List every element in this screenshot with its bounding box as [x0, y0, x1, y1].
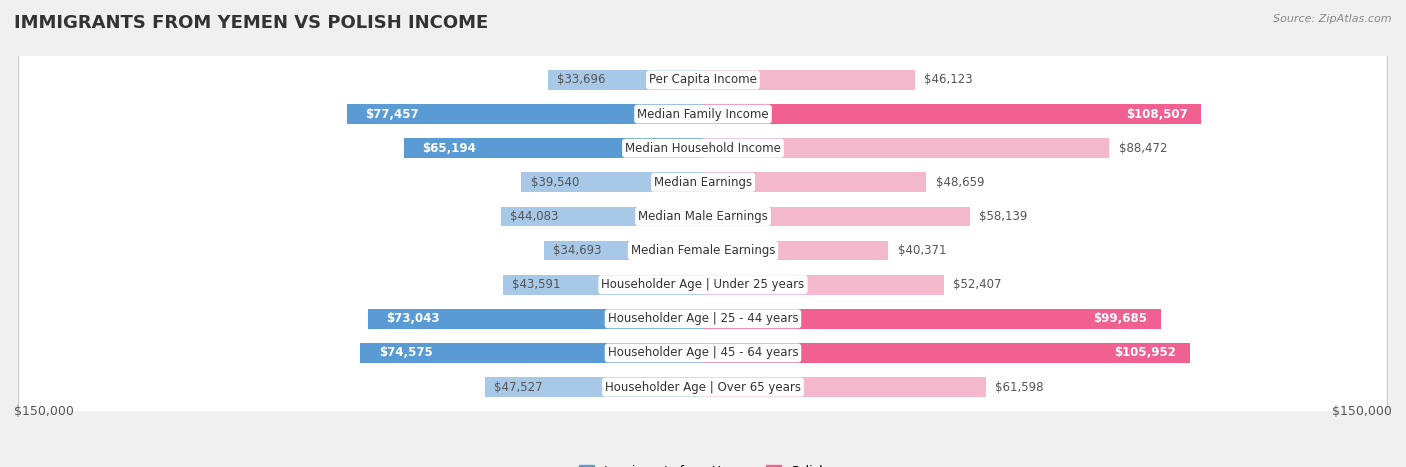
Text: $39,540: $39,540: [530, 176, 579, 189]
Bar: [548, 70, 703, 90]
Bar: [703, 104, 1201, 124]
Bar: [404, 138, 703, 158]
Bar: [703, 241, 889, 261]
FancyBboxPatch shape: [18, 0, 1388, 467]
Text: $52,407: $52,407: [953, 278, 1001, 291]
FancyBboxPatch shape: [18, 0, 1388, 467]
Text: Median Female Earnings: Median Female Earnings: [631, 244, 775, 257]
FancyBboxPatch shape: [18, 0, 1388, 467]
Text: IMMIGRANTS FROM YEMEN VS POLISH INCOME: IMMIGRANTS FROM YEMEN VS POLISH INCOME: [14, 14, 488, 32]
Text: $77,457: $77,457: [366, 107, 419, 120]
Bar: [703, 377, 986, 397]
Text: Median Family Income: Median Family Income: [637, 107, 769, 120]
Bar: [703, 343, 1189, 363]
Text: $150,000: $150,000: [14, 405, 75, 418]
Text: $44,083: $44,083: [510, 210, 558, 223]
Bar: [503, 275, 703, 295]
FancyBboxPatch shape: [18, 0, 1388, 467]
Text: Source: ZipAtlas.com: Source: ZipAtlas.com: [1274, 14, 1392, 24]
Bar: [485, 377, 703, 397]
Bar: [703, 138, 1109, 158]
Text: $40,371: $40,371: [897, 244, 946, 257]
FancyBboxPatch shape: [18, 0, 1388, 467]
Bar: [544, 241, 703, 261]
Text: Median Earnings: Median Earnings: [654, 176, 752, 189]
FancyBboxPatch shape: [18, 0, 1388, 467]
Text: $58,139: $58,139: [979, 210, 1028, 223]
Text: Median Household Income: Median Household Income: [626, 142, 780, 155]
Text: $34,693: $34,693: [553, 244, 602, 257]
Text: Householder Age | Under 25 years: Householder Age | Under 25 years: [602, 278, 804, 291]
FancyBboxPatch shape: [18, 0, 1388, 467]
Bar: [703, 70, 915, 90]
Text: Median Male Earnings: Median Male Earnings: [638, 210, 768, 223]
Bar: [703, 172, 927, 192]
Bar: [347, 104, 703, 124]
Bar: [522, 172, 703, 192]
FancyBboxPatch shape: [18, 0, 1388, 467]
FancyBboxPatch shape: [18, 0, 1388, 467]
Text: $65,194: $65,194: [422, 142, 475, 155]
Bar: [360, 343, 703, 363]
Text: $48,659: $48,659: [935, 176, 984, 189]
Text: $99,685: $99,685: [1092, 312, 1147, 325]
Text: $74,575: $74,575: [378, 347, 433, 360]
Text: $105,952: $105,952: [1114, 347, 1175, 360]
Bar: [367, 309, 703, 329]
Text: $73,043: $73,043: [385, 312, 440, 325]
Text: Householder Age | Over 65 years: Householder Age | Over 65 years: [605, 381, 801, 394]
Text: $150,000: $150,000: [1331, 405, 1392, 418]
Text: $43,591: $43,591: [512, 278, 561, 291]
Text: $46,123: $46,123: [924, 73, 973, 86]
FancyBboxPatch shape: [18, 0, 1388, 467]
Bar: [501, 206, 703, 226]
Text: $108,507: $108,507: [1126, 107, 1188, 120]
Text: $88,472: $88,472: [1119, 142, 1167, 155]
Legend: Immigrants from Yemen, Polish: Immigrants from Yemen, Polish: [574, 460, 832, 467]
Bar: [703, 309, 1161, 329]
Bar: [703, 275, 943, 295]
Bar: [703, 206, 970, 226]
Text: Per Capita Income: Per Capita Income: [650, 73, 756, 86]
Text: $61,598: $61,598: [995, 381, 1043, 394]
Text: Householder Age | 25 - 44 years: Householder Age | 25 - 44 years: [607, 312, 799, 325]
Text: Householder Age | 45 - 64 years: Householder Age | 45 - 64 years: [607, 347, 799, 360]
Text: $47,527: $47,527: [494, 381, 543, 394]
Text: $33,696: $33,696: [557, 73, 606, 86]
